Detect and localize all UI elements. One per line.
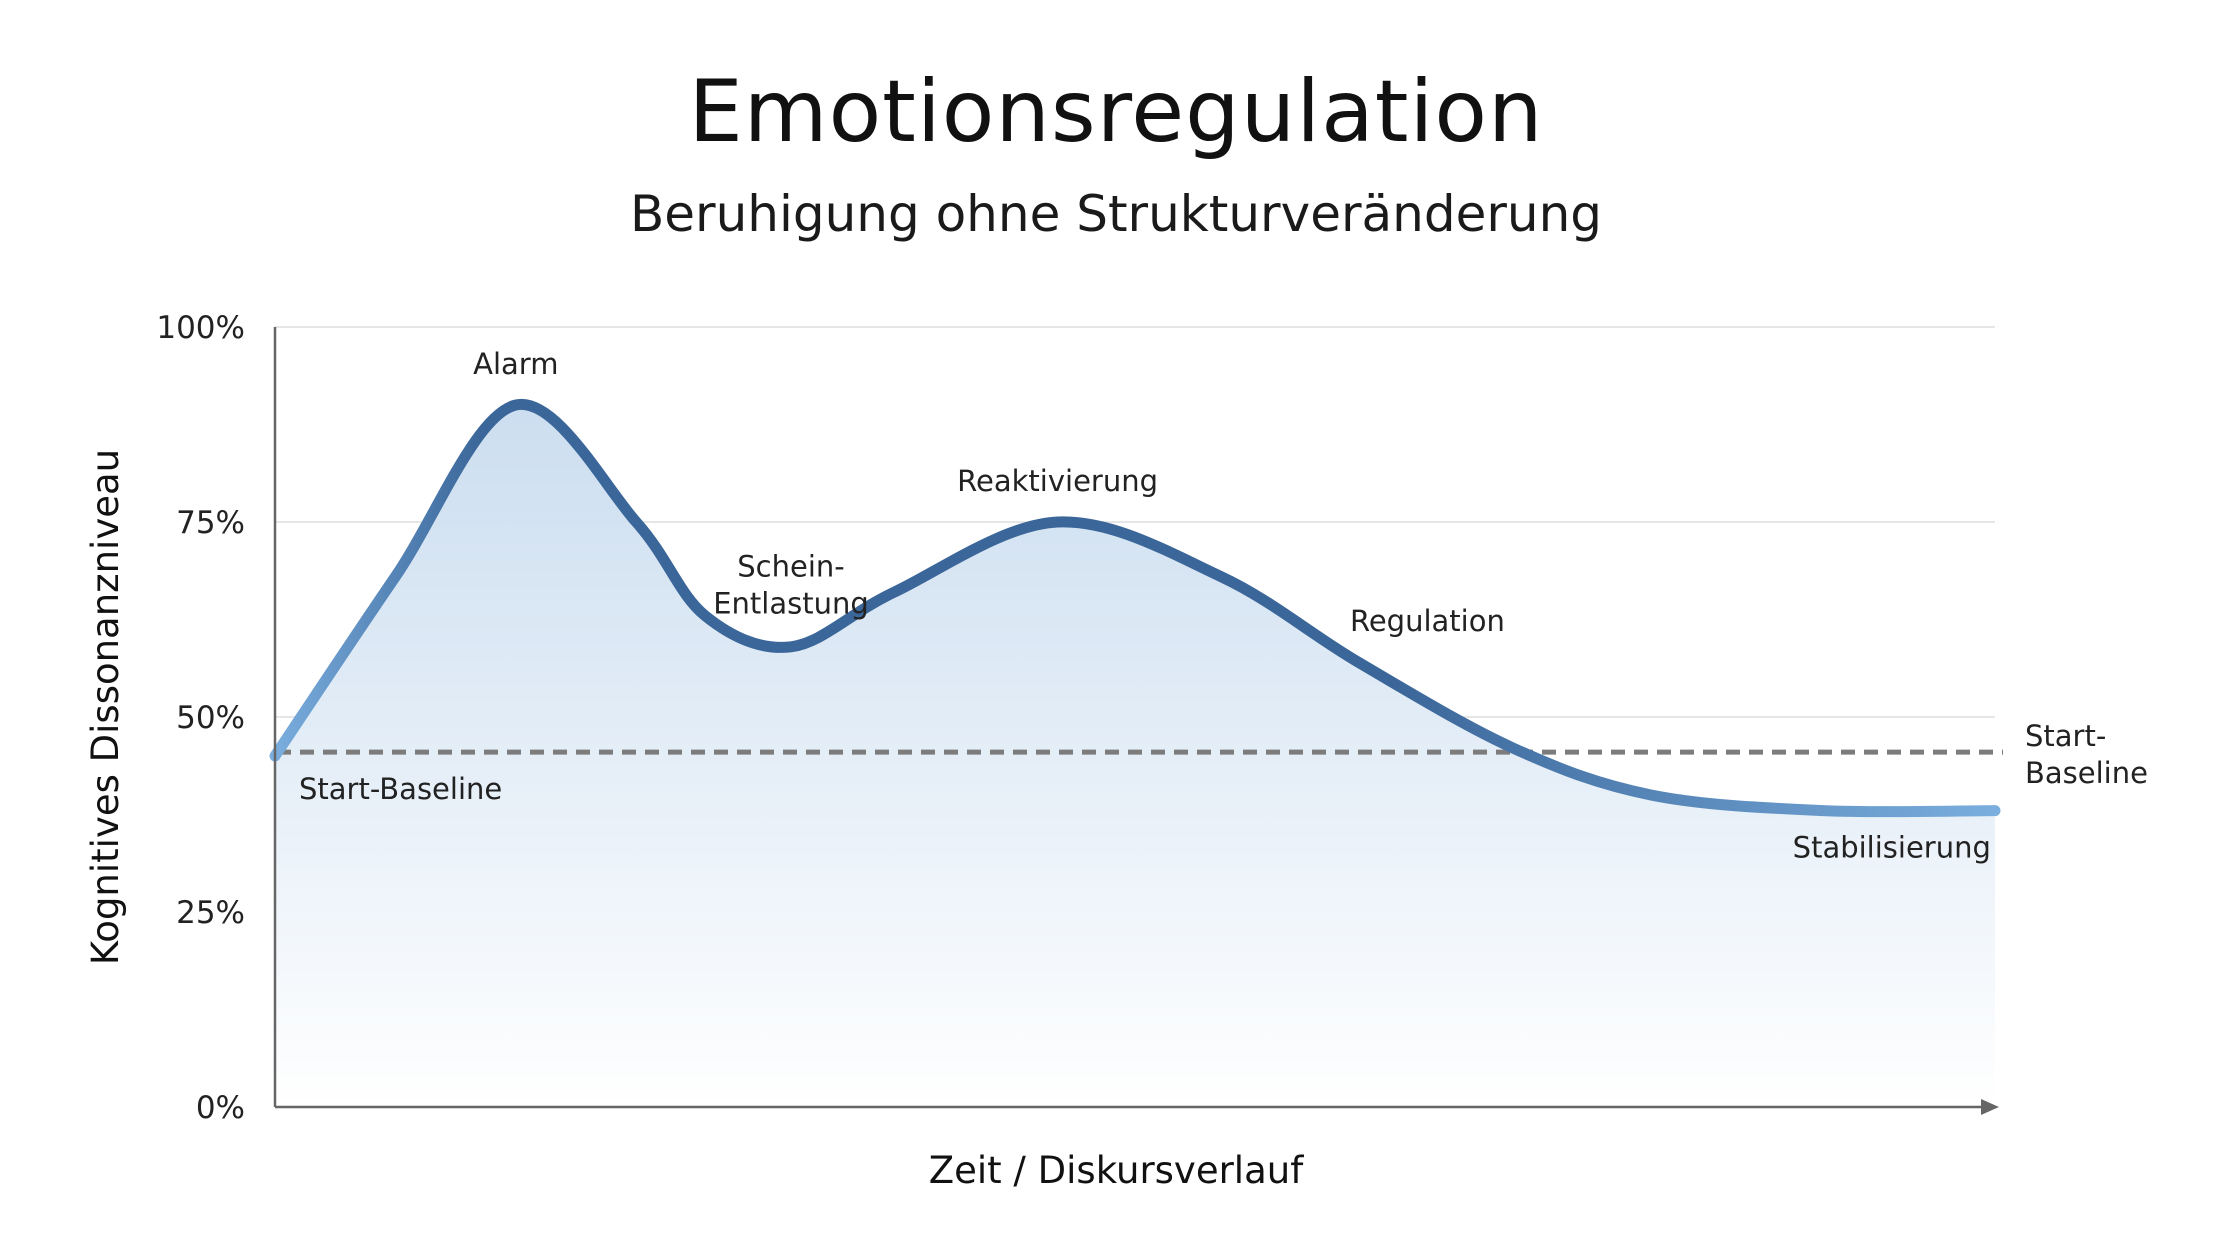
annotation-3-line-0: Regulation <box>1350 604 1505 638</box>
axes <box>273 327 1999 1115</box>
x-axis-arrow-icon <box>1981 1099 1999 1115</box>
y-tick-labels: 0% 25% 50% 75% 100% <box>156 310 245 1126</box>
baseline-label-right-line-1: Baseline <box>2025 756 2148 790</box>
area-shape <box>275 404 1995 1108</box>
chart-subtitle: Beruhigung ohne Strukturveränderung <box>630 185 1602 243</box>
area-fill <box>275 404 1995 1108</box>
y-tick-label-4: 100% <box>156 310 245 346</box>
y-tick-label-3: 75% <box>176 505 245 541</box>
annotation-0-line-0: Alarm <box>473 347 558 381</box>
series-line <box>269 399 2001 818</box>
start-baseline: Start-Baseline Start-Baseline <box>277 719 2148 806</box>
annotation-1-line-0: Schein- <box>737 550 844 584</box>
annotation-4-line-0: Stabilisierung <box>1793 830 1991 864</box>
y-axis-label: Kognitives Dissonanzniveau <box>84 449 127 965</box>
chart-title: Emotionsregulation <box>688 62 1543 162</box>
y-tick-label-2: 50% <box>176 700 245 736</box>
series-line-path <box>269 399 2001 818</box>
annotation-1-line-1: Entlastung <box>713 587 869 621</box>
x-axis-label: Zeit / Diskursverlauf <box>929 1149 1304 1192</box>
annotations: Alarm Schein-Entlastung Reaktivierung Regul… <box>473 347 1991 865</box>
baseline-label-right-line-0: Start- <box>2025 719 2106 753</box>
baseline-label-left: Start-Baseline <box>299 772 502 806</box>
y-tick-label-0: 0% <box>196 1090 245 1126</box>
y-tick-label-1: 25% <box>176 895 245 931</box>
annotation-2-line-0: Reaktivierung <box>957 464 1158 498</box>
